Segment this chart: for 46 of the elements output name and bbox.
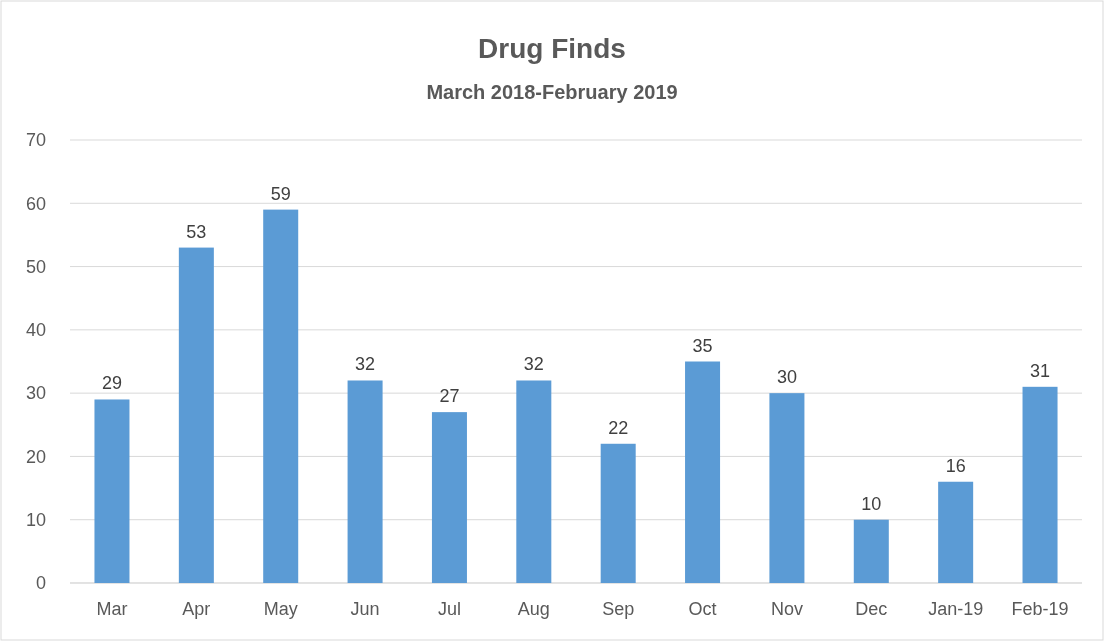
- x-tick-label: Apr: [182, 599, 211, 619]
- data-label: 16: [945, 455, 966, 476]
- data-label: 59: [270, 183, 291, 204]
- bar: [263, 209, 299, 583]
- x-tick-label: Sep: [602, 599, 635, 619]
- y-tick-label: 70: [25, 130, 46, 151]
- bar: [178, 247, 214, 583]
- chart-subtitle: March 2018-February 2019: [426, 81, 678, 103]
- bar: [516, 380, 552, 583]
- x-tick-label: Aug: [517, 599, 550, 619]
- bar: [1022, 386, 1058, 583]
- x-tick-label: Nov: [770, 599, 803, 619]
- x-tick-label: Jun: [350, 599, 380, 619]
- data-label: 32: [355, 354, 376, 375]
- x-tick-label: Oct: [688, 599, 717, 619]
- chart-title: Drug Finds: [478, 33, 626, 64]
- bar: [347, 380, 383, 583]
- data-label: 35: [692, 335, 713, 356]
- data-label: 29: [101, 373, 122, 394]
- bar: [431, 412, 467, 583]
- bar: [938, 481, 974, 583]
- bar: [94, 399, 130, 583]
- x-tick-label: Feb-19: [1011, 599, 1069, 619]
- x-tick-label: Dec: [855, 599, 888, 619]
- x-tick-label: May: [263, 599, 298, 619]
- y-tick-label: 60: [25, 193, 46, 214]
- y-tick-label: 40: [25, 320, 46, 341]
- y-tick-label: 30: [25, 383, 46, 404]
- x-tick-label: Jan-19: [928, 599, 984, 619]
- data-label: 27: [439, 386, 460, 407]
- y-tick-label: 0: [35, 573, 46, 594]
- data-label: 32: [523, 354, 544, 375]
- data-label: 53: [186, 221, 207, 242]
- y-tick-label: 20: [25, 446, 46, 467]
- data-label: 30: [776, 367, 797, 388]
- bar: [600, 443, 636, 583]
- y-tick-label: 50: [25, 256, 46, 277]
- data-label: 31: [1030, 360, 1051, 381]
- data-label: 10: [861, 493, 882, 514]
- bar: [685, 361, 721, 583]
- bar: [853, 519, 889, 583]
- y-tick-label: 10: [25, 510, 46, 531]
- x-tick-label: Jul: [437, 599, 461, 619]
- bar: [769, 393, 805, 583]
- data-label: 22: [608, 417, 629, 438]
- x-tick-label: Mar: [96, 599, 128, 619]
